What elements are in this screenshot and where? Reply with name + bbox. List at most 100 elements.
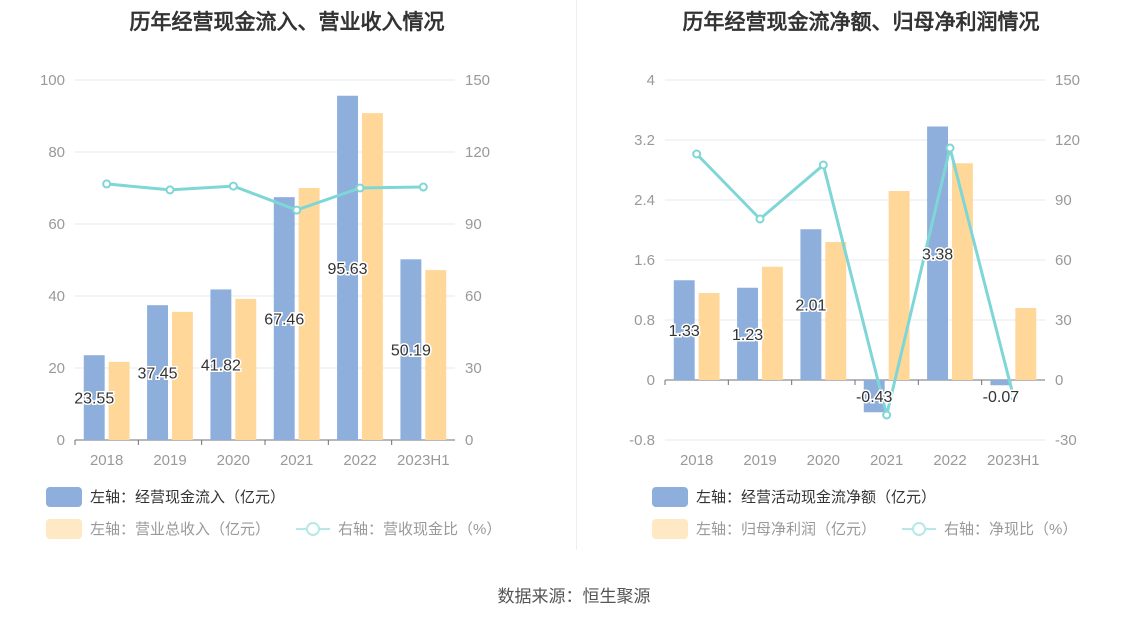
right-tick-label: 150	[1055, 72, 1080, 89]
x-tick-label: 2018	[680, 452, 713, 469]
left-tick-label: 1.6	[634, 252, 655, 269]
legend-label: 左轴：营业总收入（亿元）	[90, 521, 271, 538]
bar	[235, 298, 257, 440]
right-tick-label: 90	[465, 216, 482, 233]
legend-item-cash-inflow[interactable]: 左轴：经营现金流入（亿元）	[46, 486, 285, 507]
bar	[400, 259, 422, 440]
left-tick-label: 2.4	[634, 192, 655, 209]
bar	[210, 289, 232, 440]
line-point	[945, 143, 955, 153]
bar-data-label: 23.55	[74, 391, 114, 408]
legend-item-net-cash[interactable]: 左轴：经营活动现金流净额（亿元）	[652, 486, 936, 507]
right-tick-label: 0	[1055, 372, 1063, 389]
line-point	[755, 214, 765, 224]
legend-label: 左轴：经营现金流入（亿元）	[90, 489, 286, 506]
bar-data-label: 37.45	[138, 366, 178, 383]
bar-data-label: 50.19	[391, 343, 431, 360]
x-tick-label: 2019	[743, 452, 776, 469]
line-point	[692, 149, 702, 159]
right-tick-label: 0	[465, 432, 473, 449]
right-tick-label: 120	[465, 144, 490, 161]
legend-item-ratio[interactable]: 右轴：营收现金比（%）	[296, 518, 501, 539]
left-tick-label: 100	[40, 72, 65, 89]
right-tick-label: 60	[1055, 252, 1072, 269]
divider	[576, 0, 577, 550]
line-legend-icon	[296, 521, 330, 536]
line-point	[228, 181, 238, 191]
legend-label: 左轴：归母净利润（亿元）	[696, 521, 877, 538]
bar	[147, 305, 168, 440]
right-tick-label: 120	[1055, 132, 1080, 149]
bar	[800, 229, 822, 380]
x-tick-label: 2019	[153, 452, 186, 469]
left-tick-label: 40	[48, 288, 65, 305]
line-point	[292, 205, 302, 215]
x-tick-label: 2018	[90, 452, 123, 469]
bar-data-label: -0.07	[983, 389, 1020, 406]
bar	[990, 380, 1012, 386]
bar	[425, 270, 447, 440]
bar-data-label: 95.63	[328, 261, 368, 278]
x-tick-label: 2023H1	[397, 452, 450, 469]
bar	[888, 191, 910, 380]
x-tick-label: 2023H1	[987, 452, 1040, 469]
line-point	[882, 410, 892, 420]
legend-swatch	[46, 486, 82, 507]
bar	[927, 126, 948, 380]
line-point	[818, 160, 828, 170]
chart-title-right: 历年经营现金流净额、归母净利润情况	[682, 11, 1040, 34]
left-tick-label: 0	[647, 372, 655, 389]
line-legend-icon	[902, 521, 936, 536]
line-point	[102, 179, 112, 189]
right-tick-label: 30	[1055, 312, 1072, 329]
right-tick-label: -30	[1055, 432, 1077, 449]
left-tick-label: 0.8	[634, 312, 655, 329]
legend-item-revenue[interactable]: 左轴：营业总收入（亿元）	[46, 518, 270, 539]
bar	[83, 355, 105, 440]
chart-right: -0.8 0 0.8 1.6 2.4 3.2 4 -30 0 30 60 90 120 150 2018 20…	[629, 72, 1080, 469]
x-tick-label: 2021	[870, 452, 903, 469]
line-point	[1008, 391, 1018, 401]
bar	[298, 188, 320, 440]
left-tick-label: 0	[57, 432, 65, 449]
legend-swatch	[46, 518, 82, 539]
bar	[1015, 308, 1037, 380]
legend-label: 左轴：经营活动现金流净额（亿元）	[696, 489, 937, 506]
line-series	[106, 182, 424, 212]
data-source: 数据来源：恒生聚源	[497, 587, 651, 606]
bar-data-label: 1.23	[732, 327, 763, 344]
bar	[362, 113, 383, 441]
bar-data-label: -0.43	[856, 389, 893, 406]
legend-label: 右轴：营收现金比（%）	[338, 521, 502, 538]
bar-data-label: 1.33	[669, 323, 700, 340]
left-tick-label: 80	[48, 144, 65, 161]
bar-data-label: 41.82	[201, 358, 241, 375]
right-tick-label: 30	[465, 360, 482, 377]
left-tick-label: -0.8	[629, 432, 655, 449]
line-point	[355, 183, 365, 193]
legend-item-net-ratio[interactable]: 右轴：净现比（%）	[902, 518, 1077, 539]
bar	[698, 293, 720, 380]
right-tick-label: 60	[465, 288, 482, 305]
chart-left: 0 20 40 60 80 100 0 30 60 90 120 150 2018 2019 2020 202…	[40, 72, 490, 469]
x-tick-label: 2020	[217, 452, 250, 469]
bar	[273, 197, 295, 440]
legend-swatch	[652, 518, 688, 539]
x-tick-label: 2021	[280, 452, 313, 469]
chart-title-left: 历年经营现金流入、营业收入情况	[129, 11, 445, 34]
legend-item-net-profit[interactable]: 左轴：归母净利润（亿元）	[652, 518, 876, 539]
bar	[108, 361, 130, 440]
left-tick-label: 4	[647, 72, 655, 89]
bar	[337, 95, 358, 441]
bar-data-label: 67.46	[264, 312, 304, 329]
line-series	[695, 147, 1015, 416]
left-tick-label: 60	[48, 216, 65, 233]
legend-label: 右轴：净现比（%）	[944, 521, 1078, 538]
line-point	[418, 182, 428, 192]
x-tick-label: 2020	[807, 452, 840, 469]
left-tick-label: 3.2	[634, 132, 655, 149]
bar-data-label: 2.01	[795, 298, 826, 315]
legend-swatch	[652, 486, 688, 507]
bar	[172, 311, 193, 440]
